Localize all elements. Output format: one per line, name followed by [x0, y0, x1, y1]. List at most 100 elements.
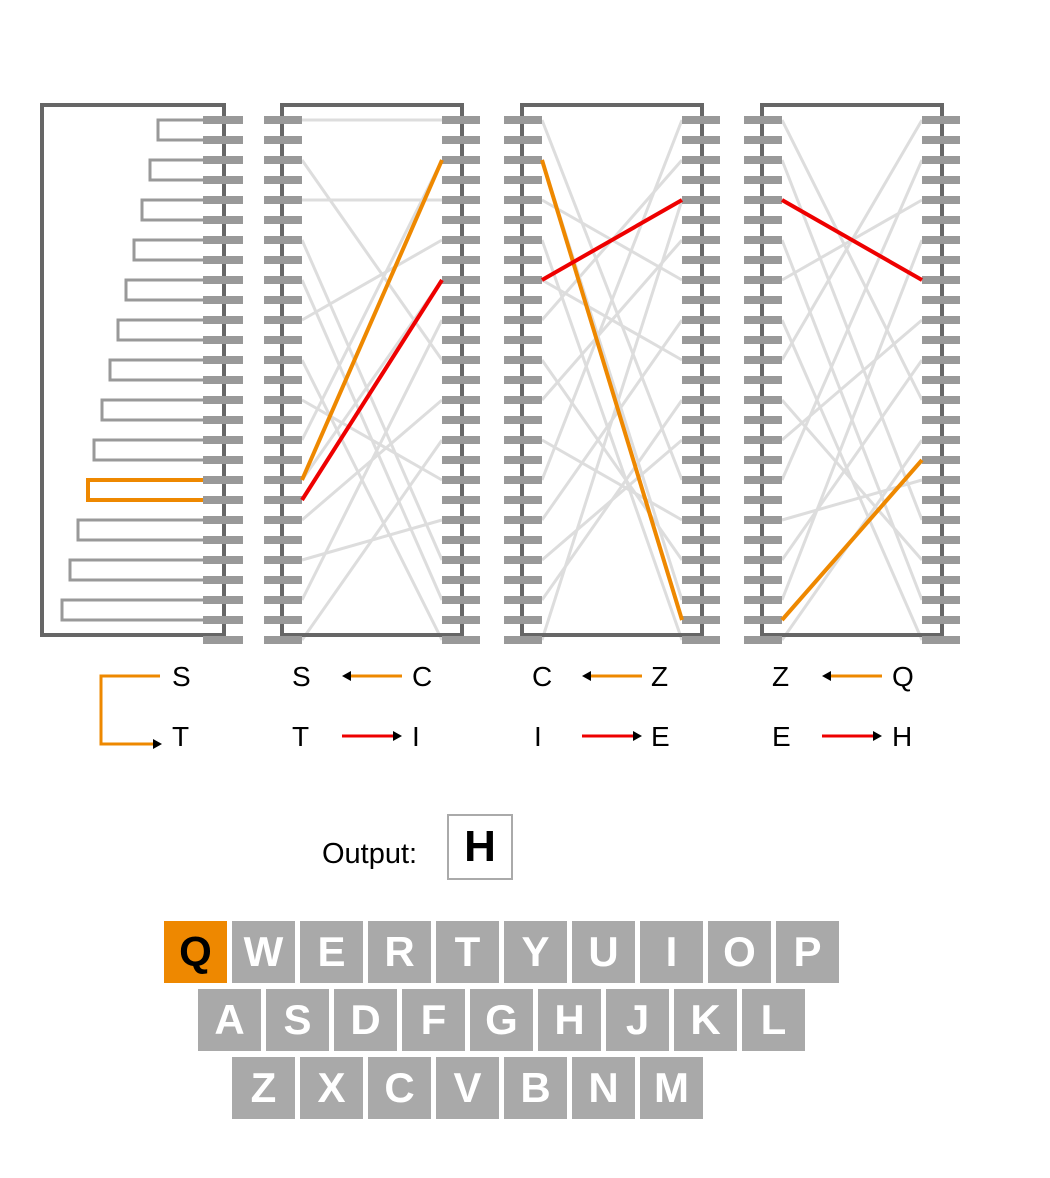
return-path: [781, 198, 923, 282]
arrow-head: [342, 671, 351, 681]
key-x[interactable]: X: [300, 1057, 363, 1119]
rotor-return-right-letter: E: [651, 721, 670, 752]
rotor-frame: [280, 103, 464, 637]
reflector-loop: [140, 198, 203, 222]
rotor-wire: [780, 159, 924, 481]
signal-legend: STS CT IC ZI EZ QE H: [99, 661, 914, 752]
key-p[interactable]: P: [776, 921, 839, 983]
reflector-loop: [108, 358, 203, 382]
rotor-wire: [300, 239, 444, 561]
reflector-frame: [40, 103, 226, 637]
rotor-return-left-letter: I: [534, 721, 542, 752]
reflector-in-letter: S: [172, 661, 191, 692]
output-letter: H: [464, 822, 496, 871]
key-u[interactable]: U: [572, 921, 635, 983]
rotor-return-right-letter: H: [892, 721, 912, 752]
arrow-head: [873, 731, 882, 741]
key-k[interactable]: K: [674, 989, 737, 1051]
key-a[interactable]: A: [198, 989, 261, 1051]
rotor-wire: [781, 318, 923, 442]
key-v[interactable]: V: [436, 1057, 499, 1119]
reflector-loop-active: [86, 478, 203, 502]
rotor-wire: [780, 159, 924, 521]
key-y[interactable]: Y: [504, 921, 567, 983]
rotor-forward-left-letter: S: [292, 661, 311, 692]
rotor-wire: [300, 159, 444, 441]
key-e[interactable]: E: [300, 921, 363, 983]
reflector-loop: [116, 318, 203, 342]
forward-path: [540, 159, 684, 621]
reflector-loop: [156, 118, 203, 142]
key-o[interactable]: O: [708, 921, 771, 983]
rotor-wire: [780, 359, 924, 561]
key-z[interactable]: Z: [232, 1057, 295, 1119]
rotor-frame: [760, 103, 944, 637]
arrow-head: [582, 671, 591, 681]
rotor-2: [504, 103, 720, 644]
rotor-wire: [540, 239, 684, 641]
rotor-wire: [300, 359, 444, 641]
rotor-wire: [540, 119, 684, 481]
rotor-return-left-letter: E: [772, 721, 791, 752]
enigma-diagram: STS CT IC ZI EZ QE H: [40, 103, 960, 752]
output-label: Output:: [322, 838, 418, 870]
arrow-head: [822, 671, 831, 681]
key-t[interactable]: T: [436, 921, 499, 983]
return-path: [541, 198, 683, 282]
key-i[interactable]: I: [640, 921, 703, 983]
reflector-loop: [76, 518, 203, 542]
key-f[interactable]: F: [402, 989, 465, 1051]
key-r[interactable]: R: [368, 921, 431, 983]
return-path: [300, 278, 444, 502]
forward-path: [300, 159, 444, 481]
forward-path: [780, 458, 924, 622]
reflector-loop: [132, 238, 203, 262]
arrow-head: [393, 731, 402, 741]
reflector: [40, 103, 243, 644]
rotor-forward-right-letter: C: [412, 661, 432, 692]
rotors: [264, 103, 960, 644]
key-q[interactable]: Q: [164, 921, 227, 983]
rotor-wire: [780, 119, 924, 401]
arrow-head: [153, 739, 162, 749]
key-h[interactable]: H: [538, 989, 601, 1051]
rotor-wire: [300, 159, 444, 361]
rotor-3: [744, 103, 960, 644]
rotor-wire: [540, 199, 684, 641]
reflector-loop: [148, 158, 203, 182]
rotor-wire: [540, 359, 684, 561]
rotor-wire: [780, 239, 924, 601]
key-g[interactable]: G: [470, 989, 533, 1051]
rotor-forward-right-letter: Q: [892, 661, 914, 692]
key-d[interactable]: D: [334, 989, 397, 1051]
rotor-forward-left-letter: Z: [772, 661, 789, 692]
reflector-loop: [60, 598, 203, 622]
output-display: H: [447, 814, 513, 880]
rotor-wire: [300, 319, 444, 601]
key-w[interactable]: W: [232, 921, 295, 983]
key-m[interactable]: M: [640, 1057, 703, 1119]
key-n[interactable]: N: [572, 1057, 635, 1119]
rotor-1: [264, 103, 480, 644]
arrow-head: [633, 731, 642, 741]
rotor-forward-right-letter: Z: [651, 661, 668, 692]
key-s[interactable]: S: [266, 989, 329, 1051]
rotor-wire: [301, 398, 443, 482]
reflector-loop: [92, 438, 203, 462]
key-l[interactable]: L: [742, 989, 805, 1051]
rotor-wire: [540, 239, 684, 401]
rotor-return-left-letter: T: [292, 721, 309, 752]
rotor-return-right-letter: I: [412, 721, 420, 752]
reflector-out-letter: T: [172, 721, 189, 752]
reflector-loop: [100, 398, 203, 422]
key-c[interactable]: C: [368, 1057, 431, 1119]
key-j[interactable]: J: [606, 989, 669, 1051]
reflector-loop: [68, 558, 203, 582]
key-b[interactable]: B: [504, 1057, 567, 1119]
reflector-loop: [124, 278, 203, 302]
rotor-wire: [300, 439, 444, 641]
rotor-wire: [541, 438, 683, 522]
rotor-frame: [520, 103, 704, 637]
